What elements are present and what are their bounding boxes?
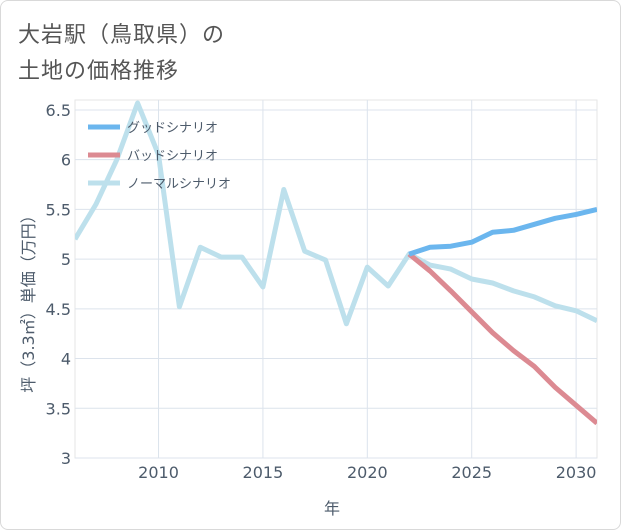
series-line-0 [408, 206, 597, 257]
y-tick-label: 6.5 [46, 101, 71, 120]
x-tick-label: 2025 [451, 463, 492, 482]
x-axis-ticks: 2010 2015 2020 2025 2030 [138, 463, 596, 482]
y-tick-label: 4 [61, 350, 71, 369]
y-tick-label: 5 [61, 250, 71, 269]
series-line-1 [407, 252, 597, 426]
x-tick-label: 2020 [347, 463, 388, 482]
series-line-2 [75, 100, 597, 327]
y-tick-label: 3.5 [46, 399, 71, 418]
legend-label[interactable]: バッドシナリオ [127, 149, 218, 164]
y-tick-label: 3 [61, 449, 71, 468]
legend-label[interactable]: ノーマルシナリオ [127, 177, 231, 192]
y-tick-label: 5.5 [46, 200, 71, 219]
legend-label[interactable]: グッドシナリオ [127, 121, 218, 136]
x-tick-label: 2030 [556, 463, 597, 482]
chart-title-line-2: 土地の価格推移 [18, 59, 180, 84]
x-tick-label: 2015 [243, 463, 284, 482]
chart-title: 大岩駅（鳥取県）の 土地の価格推移 [18, 18, 225, 90]
y-axis-ticks: 3 3.5 4 4.5 5 5.5 6 6.5 [46, 101, 71, 468]
y-tick-label: 4.5 [46, 300, 71, 319]
y-axis-label: 坪（3.3㎡）単価（万円） [19, 207, 38, 392]
x-tick-label: 2010 [138, 463, 179, 482]
x-axis-label: 年 [324, 499, 340, 518]
chart-title-line-1: 大岩駅（鳥取県）の [18, 23, 226, 48]
series-lines [75, 100, 597, 426]
y-tick-label: 6 [61, 151, 71, 170]
